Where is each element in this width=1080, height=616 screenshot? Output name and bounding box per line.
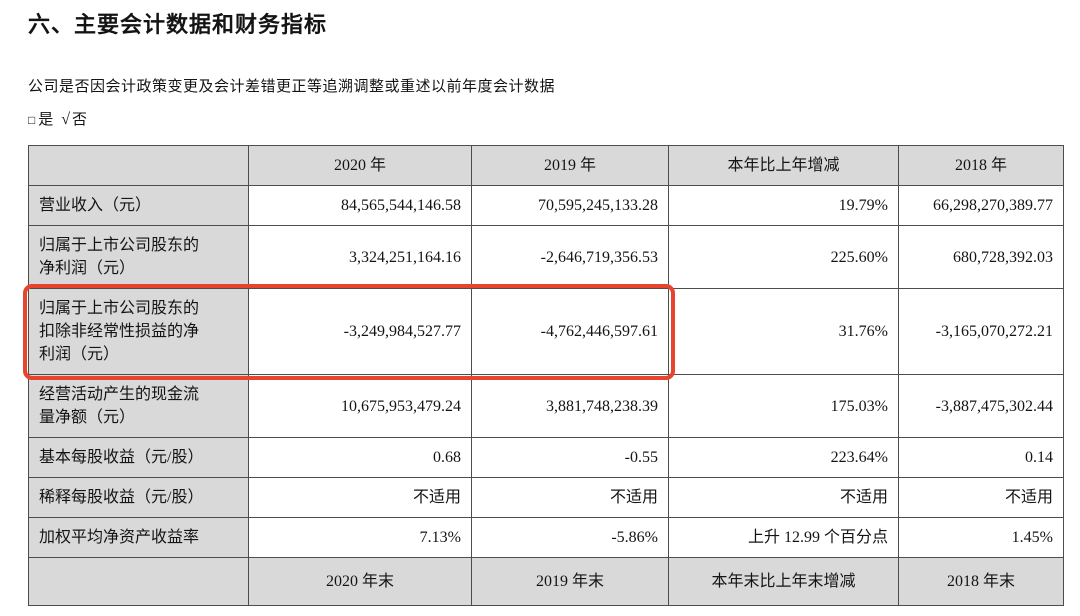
header-2020: 2020 年 (248, 145, 472, 186)
no-label: 否 (72, 112, 88, 128)
cell-2019: -0.55 (471, 437, 669, 478)
yes-label: 是 (38, 112, 54, 128)
row-label: 归属于上市公司股东的净利润（元） (28, 225, 249, 289)
highlighted-row: 归属于上市公司股东的扣除非经常性损益的净利润（元） -3,249,984,527… (28, 288, 1064, 375)
footer-2018-end: 2018 年末 (898, 557, 1064, 606)
table-row: 归属于上市公司股东的净利润（元） 3,324,251,164.16 -2,646… (28, 225, 1064, 289)
header-2018: 2018 年 (898, 145, 1064, 186)
cell-2018: 0.14 (898, 437, 1064, 478)
row-label: 加权平均净资产收益率 (28, 517, 249, 558)
row-label: 稀释每股收益（元/股） (28, 477, 249, 518)
cell-yoy: 19.79% (668, 185, 899, 226)
cell-2019: 70,595,245,133.28 (471, 185, 669, 226)
check-icon: √ (61, 111, 71, 128)
unchecked-checkbox-icon: □ (28, 113, 36, 127)
cell-2019: -5.86% (471, 517, 669, 558)
row-label: 经营活动产生的现金流量净额（元） (28, 374, 249, 438)
table-row: 基本每股收益（元/股） 0.68 -0.55 223.64% 0.14 (28, 437, 1064, 478)
cell-yoy: 上升 12.99 个百分点 (668, 517, 899, 558)
cell-2020: -3,249,984,527.77 (248, 288, 472, 375)
footer-2020-end: 2020 年末 (248, 557, 472, 606)
cell-2018: 不适用 (898, 477, 1064, 518)
cell-2019: 3,881,748,238.39 (471, 374, 669, 438)
cell-yoy: 223.64% (668, 437, 899, 478)
header-blank-cell (28, 145, 249, 186)
cell-2018: 1.45% (898, 517, 1064, 558)
cell-2020: 3,324,251,164.16 (248, 225, 472, 289)
row-label: 归属于上市公司股东的扣除非经常性损益的净利润（元） (28, 288, 249, 375)
restatement-question: 公司是否因会计政策变更及会计差错更正等追溯调整或重述以前年度会计数据 (28, 79, 556, 95)
cell-2018: 680,728,392.03 (898, 225, 1064, 289)
table-row: 营业收入（元） 84,565,544,146.58 70,595,245,133… (28, 185, 1064, 226)
footer-yoy-end-change: 本年末比上年末增减 (668, 557, 899, 606)
cell-2020: 0.68 (248, 437, 472, 478)
cell-2020: 7.13% (248, 517, 472, 558)
table-header-row: 2020 年 2019 年 本年比上年增减 2018 年 (28, 145, 1064, 186)
footer-2019-end: 2019 年末 (471, 557, 669, 606)
cell-2019: 不适用 (471, 477, 669, 518)
cell-2019: -2,646,719,356.53 (471, 225, 669, 289)
cell-yoy: 175.03% (668, 374, 899, 438)
cell-2020: 不适用 (248, 477, 472, 518)
cell-yoy: 31.76% (668, 288, 899, 375)
cell-yoy: 不适用 (668, 477, 899, 518)
table-row: 经营活动产生的现金流量净额（元） 10,675,953,479.24 3,881… (28, 374, 1064, 438)
footer-blank-cell (28, 557, 249, 606)
table-row: 稀释每股收益（元/股） 不适用 不适用 不适用 不适用 (28, 477, 1064, 518)
cell-2018: -3,887,475,302.44 (898, 374, 1064, 438)
header-yoy-change: 本年比上年增减 (668, 145, 899, 186)
cell-2019: -4,762,446,597.61 (471, 288, 669, 375)
cell-2020: 84,565,544,146.58 (248, 185, 472, 226)
cell-yoy: 225.60% (668, 225, 899, 289)
financial-indicators-table: 2020 年 2019 年 本年比上年增减 2018 年 营业收入（元） 84,… (28, 145, 1064, 606)
row-label: 营业收入（元） (28, 185, 249, 226)
table-footer-header-row: 2020 年末 2019 年末 本年末比上年末增减 2018 年末 (28, 557, 1064, 606)
section-title: 六、主要会计数据和财务指标 (28, 12, 328, 37)
table-row: 加权平均净资产收益率 7.13% -5.86% 上升 12.99 个百分点 1.… (28, 517, 1064, 558)
restatement-answer: □ 是 √ 否 (28, 110, 1080, 130)
row-label: 基本每股收益（元/股） (28, 437, 249, 478)
cell-2018: 66,298,270,389.77 (898, 185, 1064, 226)
cell-2020: 10,675,953,479.24 (248, 374, 472, 438)
cell-2018: -3,165,070,272.21 (898, 288, 1064, 375)
header-2019: 2019 年 (471, 145, 669, 186)
